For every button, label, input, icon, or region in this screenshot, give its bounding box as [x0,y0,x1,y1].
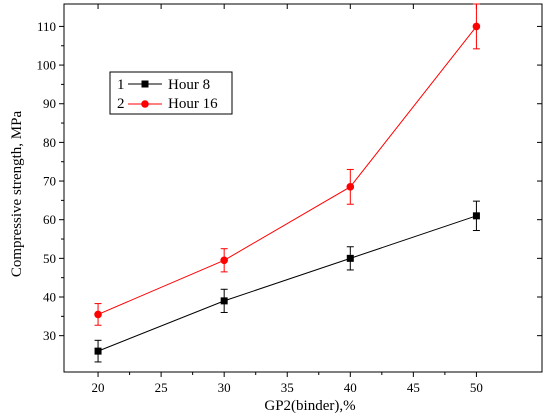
legend-label-hour-16: Hour 16 [168,96,218,112]
x-tick-label-25: 25 [155,380,168,395]
x-tick-label-40: 40 [344,380,357,395]
data-point [220,256,228,265]
y-tick-label-80: 80 [43,135,56,150]
legend: 1 2 Hour 8 Hour 16 [109,71,233,115]
x-tick-label-30: 30 [218,380,231,395]
legend-marker-hour-8 [141,80,149,88]
data-point [346,254,354,262]
x-tick-label-20: 20 [92,380,105,395]
x-tick-label-45: 45 [407,380,420,395]
y-tick-label-70: 70 [43,174,56,189]
y-tick-label-90: 90 [43,96,56,111]
data-point [472,22,481,31]
series-line [97,215,477,352]
data-point [94,310,102,319]
data-series [94,3,481,363]
data-point [346,183,355,191]
legend-label-hour-8: Hour 8 [168,77,210,93]
data-point [94,347,102,355]
tick-labels: 20 25 30 35 40 45 50 30 40 50 60 70 80 90 100 110 [37,19,483,395]
series-hour-16 [94,3,481,326]
x-tick-label-50: 50 [470,380,483,395]
x-axis-title: GP2(binder),% [264,398,355,414]
y-axis-title: Compressive strength, MPa [9,111,25,278]
x-tick-label-35: 35 [281,380,294,395]
y-tick-label-50: 50 [43,251,56,266]
series-line [97,26,477,315]
y-tick-label-30: 30 [43,328,56,343]
series-hour-8 [94,200,480,363]
tick-marks [59,4,542,377]
data-point [220,297,228,305]
axes [63,3,543,373]
y-tick-label-40: 40 [43,290,56,305]
plot-frame [63,3,543,373]
legend-number-1: 1 [117,77,125,93]
y-tick-label-100: 100 [37,58,57,73]
legend-number-2: 2 [117,96,125,112]
y-tick-label-110: 110 [37,19,56,34]
y-tick-label-60: 60 [43,212,56,227]
data-point [472,212,480,220]
legend-box [109,71,233,115]
legend-marker-hour-16 [141,100,149,108]
